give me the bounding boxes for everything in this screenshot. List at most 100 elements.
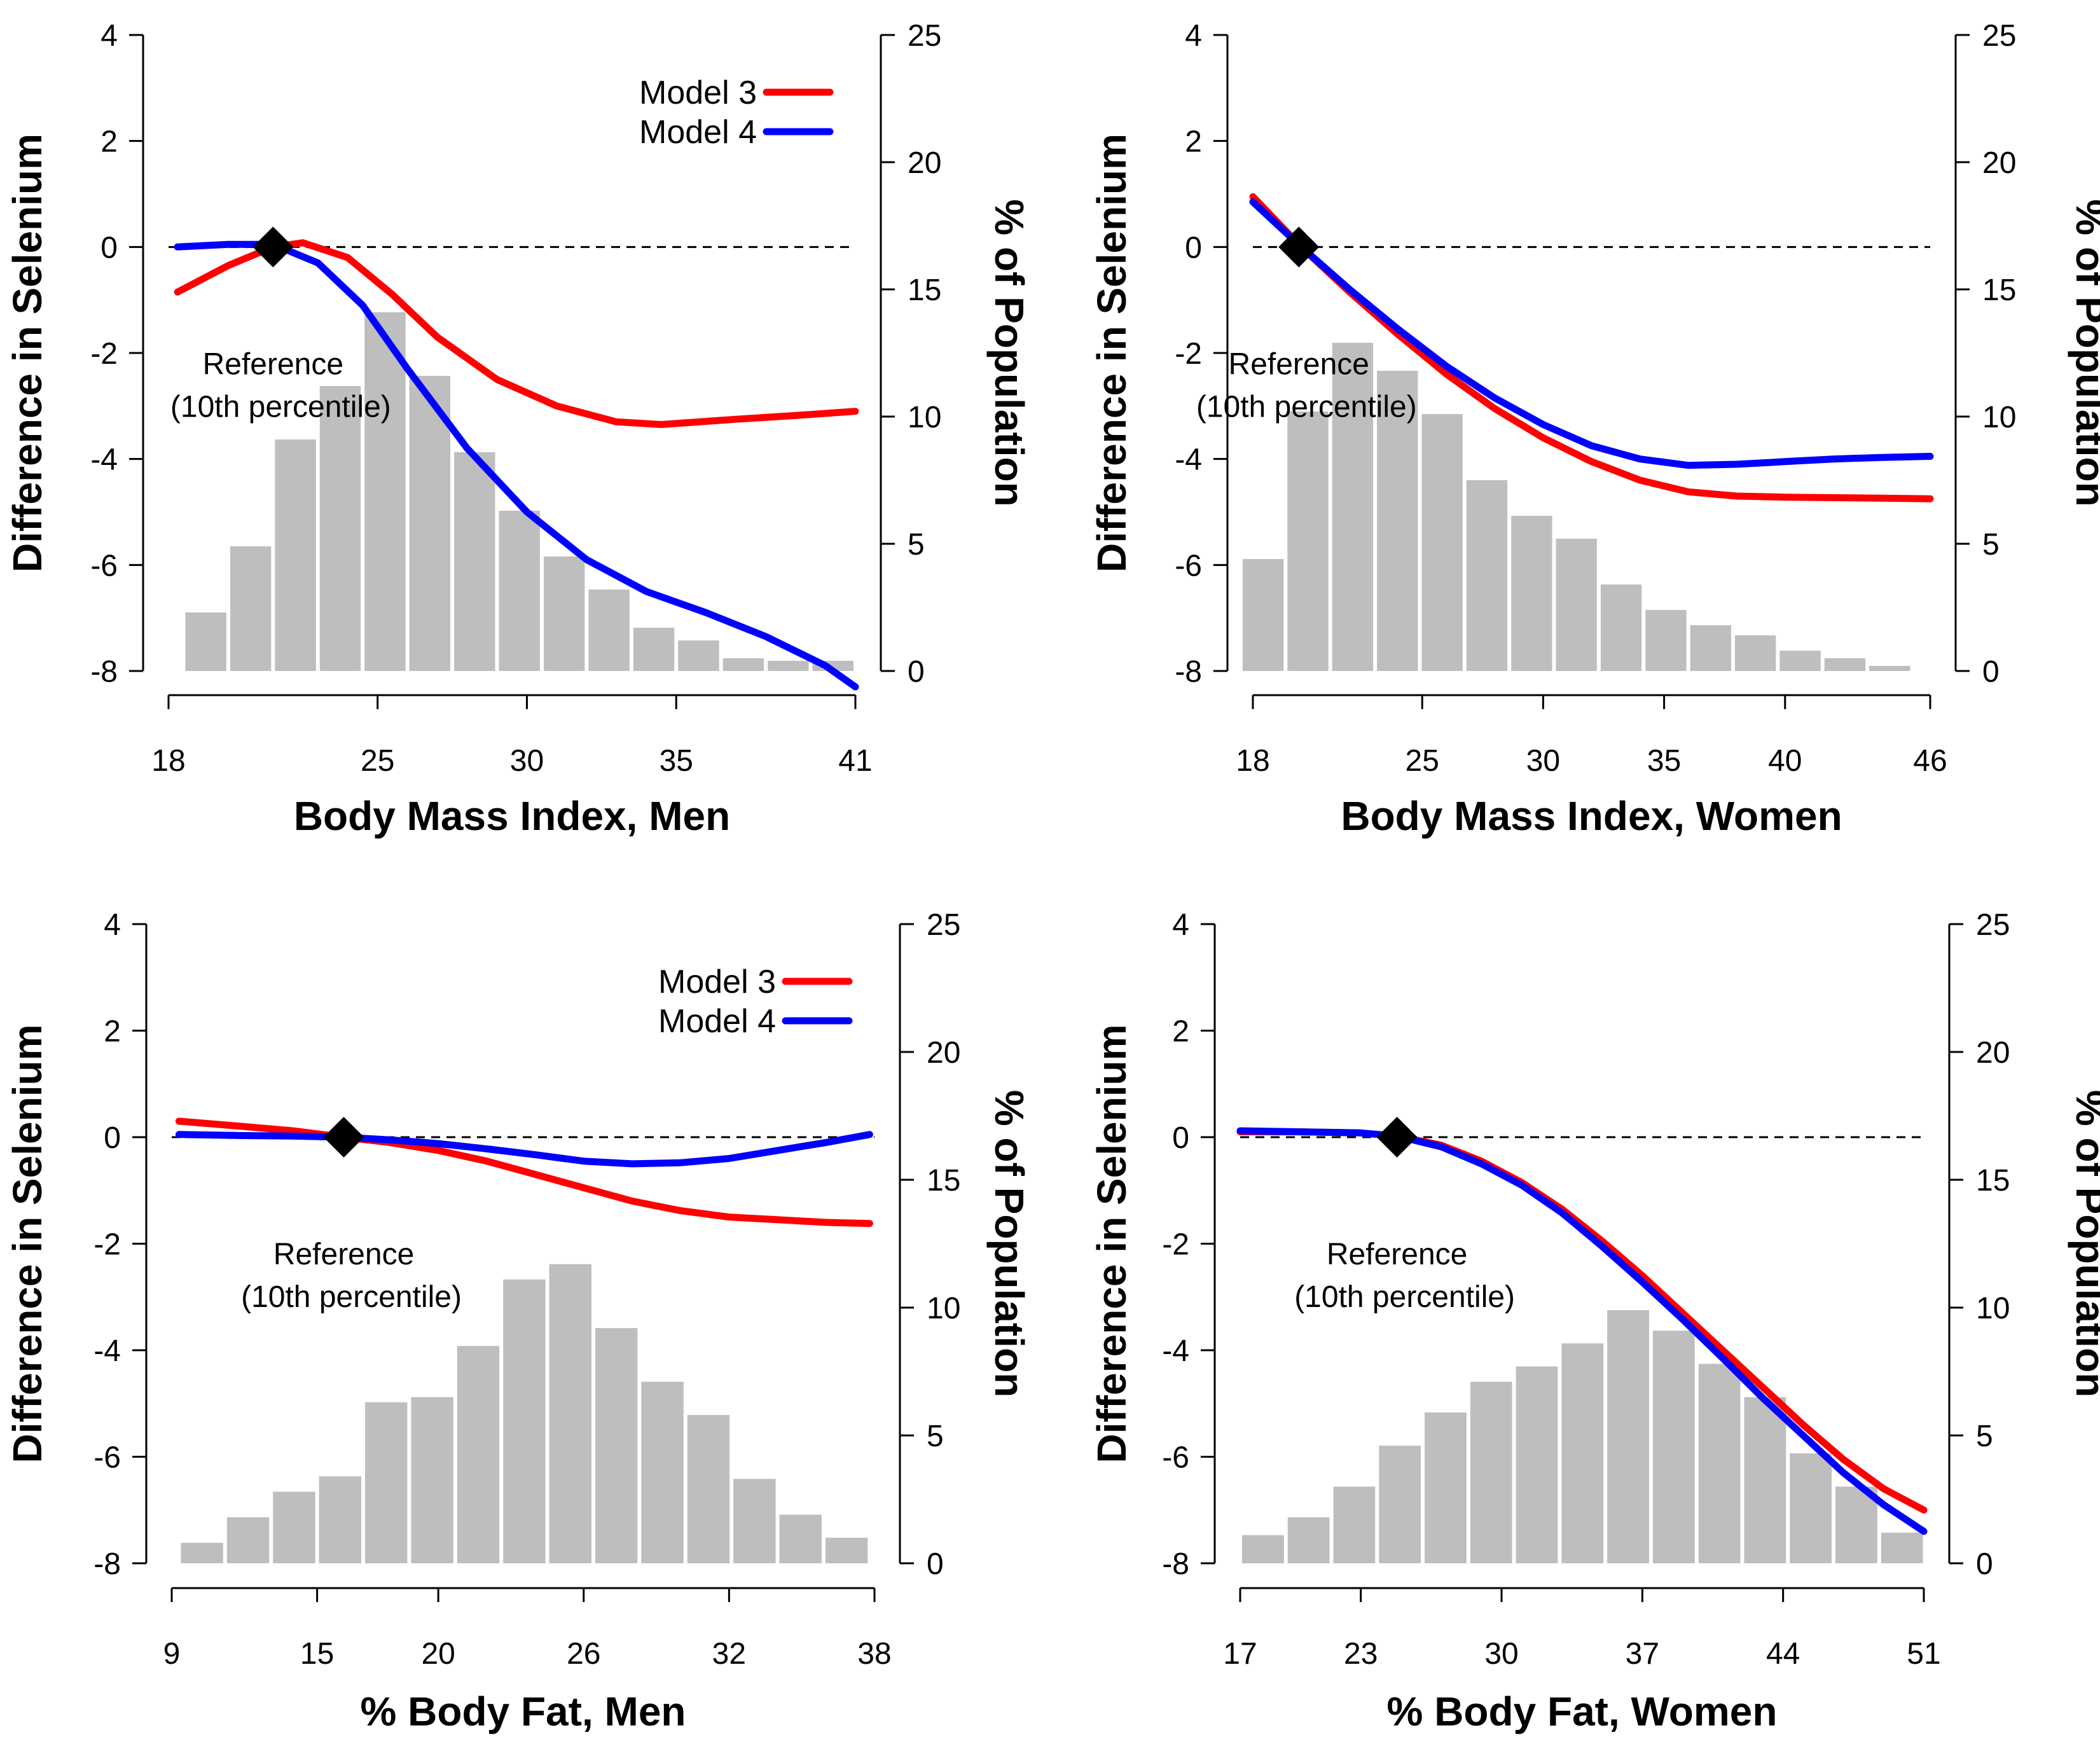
y-axis-right-title: % of Population: [986, 1090, 1032, 1398]
y-tick-label: -4: [90, 443, 118, 477]
legend-label: Model 3: [658, 964, 776, 1000]
y-tick-label: 0: [100, 231, 118, 265]
histogram-bar: [319, 386, 361, 671]
histogram-bar: [409, 376, 451, 671]
y-axis-right: 25 20 15 10 5 0: [899, 908, 960, 1581]
y-tick-label: 15: [1976, 1164, 2010, 1198]
y-tick-label: -4: [93, 1334, 121, 1368]
x-tick-label: 35: [660, 744, 693, 778]
y-axis-right-title: % of Population: [986, 199, 1032, 507]
histogram-bar: [588, 590, 630, 671]
y-axis-right-title: % of Population: [2068, 199, 2100, 507]
histogram-bar: [633, 628, 675, 671]
histogram-bar: [825, 1537, 868, 1563]
histogram-bar: [1377, 371, 1418, 671]
histogram-bar: [365, 1402, 408, 1563]
reference-label: Reference: [273, 1238, 414, 1271]
histogram-bar: [1645, 610, 1687, 671]
histogram-bar: [687, 1414, 730, 1563]
x-tick-label: 41: [838, 744, 872, 778]
x-tick-label: 35: [1647, 744, 1681, 778]
y-axis-right-title: % of Population: [2068, 1090, 2100, 1398]
histogram-bar: [1470, 1381, 1512, 1563]
x-tick-label: 51: [1907, 1637, 1940, 1671]
reference-label: Reference: [1229, 347, 1369, 381]
y-tick-label: -6: [90, 549, 118, 583]
histogram-bar: [779, 1514, 822, 1563]
reference-diamond: [323, 1117, 364, 1158]
histogram-bar: [226, 1517, 270, 1563]
y-tick-label: 5: [1976, 1420, 1993, 1453]
histogram-bar: [722, 658, 764, 671]
y-tick-label: 20: [1982, 146, 2016, 180]
histogram-bar: [768, 661, 809, 671]
x-axis: 9 15 20 26 32 38: [163, 1587, 892, 1671]
histogram-bar: [273, 1491, 315, 1563]
y-tick-label: 2: [1172, 1015, 1189, 1049]
histogram-bar: [185, 612, 226, 671]
x-axis-title: Body Mass Index, Women: [1341, 793, 1842, 839]
histogram-bar: [1332, 343, 1374, 671]
y-axis-left-title: Difference in Selenium: [1089, 134, 1135, 572]
x-tick-label: 30: [1484, 1637, 1518, 1671]
reference-label: Reference: [203, 347, 343, 381]
histogram-bar: [595, 1328, 638, 1563]
y-tick-label: 10: [1976, 1292, 2010, 1325]
histogram-bar: [1287, 411, 1329, 671]
histogram-bar: [1779, 651, 1821, 671]
y-tick-label: 15: [1982, 273, 2016, 307]
x-axis: 17 23 30 37 44 51: [1223, 1587, 1941, 1671]
y-tick-label: 4: [1172, 908, 1189, 942]
x-tick-label: 18: [1236, 744, 1269, 778]
x-axis-title: % Body Fat, Women: [1387, 1689, 1778, 1734]
y-tick-label: 4: [1185, 19, 1202, 53]
y-tick-label: 0: [1172, 1121, 1189, 1155]
y-tick-label: 10: [908, 401, 941, 434]
x-tick-label: 26: [567, 1637, 600, 1671]
y-tick-label: 0: [927, 1547, 944, 1581]
x-axis-title: Body Mass Index, Men: [294, 793, 730, 839]
y-tick-label: 0: [104, 1121, 121, 1155]
y-tick-label: -6: [1162, 1441, 1189, 1475]
histogram-bar: [1881, 1532, 1923, 1563]
y-axis-left: 4 2 0 -2 -4 -6 -8: [1175, 19, 1229, 689]
reference-label-percentile: (10th percentile): [170, 390, 391, 424]
histogram-bar: [364, 312, 406, 671]
y-tick-label: 4: [104, 908, 121, 942]
histogram-bar: [1242, 1535, 1284, 1563]
x-tick-label: 17: [1223, 1637, 1257, 1671]
x-tick-label: 38: [857, 1637, 891, 1671]
histogram-bar: [1511, 516, 1552, 671]
y-tick-label: 0: [1976, 1547, 1993, 1581]
legend-label: Model 4: [658, 1003, 776, 1040]
series-line-model-4: [1249, 198, 1934, 469]
reference-label-percentile: (10th percentile): [1294, 1280, 1515, 1314]
y-tick-label: -2: [1175, 337, 1202, 371]
histogram-bar: [454, 452, 495, 671]
histogram: [185, 312, 853, 671]
histogram-bar: [411, 1397, 453, 1563]
histogram-bar: [1652, 1331, 1695, 1563]
y-tick-label: -6: [1175, 549, 1202, 583]
reference-label-percentile: (10th percentile): [241, 1280, 462, 1314]
x-tick-label: 44: [1766, 1637, 1800, 1671]
y-tick-label: -8: [93, 1547, 121, 1581]
histogram-bar: [1287, 1517, 1330, 1563]
histogram-bar: [733, 1479, 776, 1563]
x-tick-label: 32: [712, 1637, 746, 1671]
histogram-bar: [1790, 1453, 1832, 1563]
histogram-bar: [181, 1542, 223, 1563]
histogram-bar: [457, 1346, 500, 1563]
y-axis-left-title: Difference in Selenium: [4, 134, 50, 572]
y-tick-label: 0: [1982, 655, 2000, 689]
histogram: [181, 1264, 868, 1563]
y-axis-left-title: Difference in Selenium: [4, 1025, 50, 1463]
histogram-bar: [319, 1476, 362, 1563]
x-tick-label: 9: [163, 1637, 181, 1671]
reference-label: Reference: [1327, 1238, 1467, 1271]
